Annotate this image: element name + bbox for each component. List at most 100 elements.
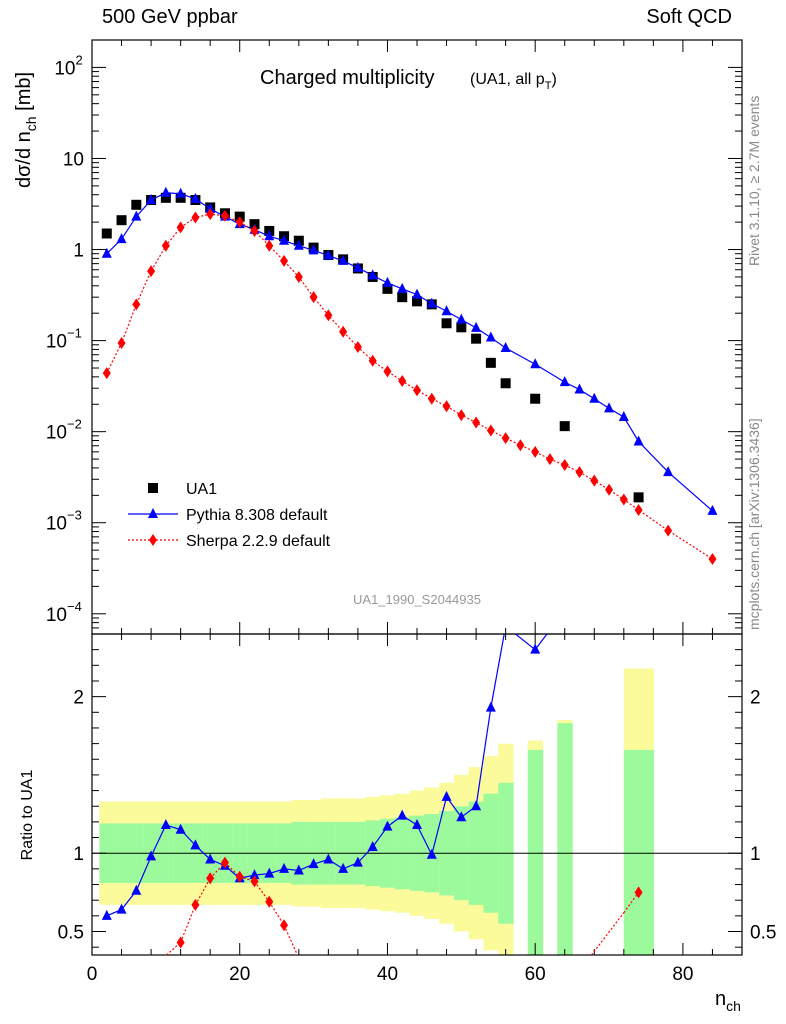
data-point xyxy=(500,378,511,389)
ratio-y-tick-label-right: 0.5 xyxy=(750,923,776,944)
x-tick-label: 40 xyxy=(377,964,398,985)
ratio-point xyxy=(308,858,319,869)
data-point xyxy=(397,282,408,293)
series-sherpa xyxy=(102,208,717,565)
data-point xyxy=(101,247,112,258)
data-point xyxy=(471,321,482,332)
ratio-stat-band xyxy=(557,723,573,955)
ratio-point xyxy=(190,839,201,850)
data-point xyxy=(264,230,275,241)
data-point xyxy=(413,384,421,397)
ratio-point xyxy=(205,853,216,864)
data-point xyxy=(664,524,673,537)
ratio-point xyxy=(456,811,467,822)
y-tick-exponent: 2 xyxy=(76,52,83,67)
data-point xyxy=(338,254,349,265)
y-axis-label: dσ/d nch [mb] xyxy=(13,72,39,188)
ratio-point xyxy=(264,867,275,878)
data-point xyxy=(235,216,244,229)
data-point xyxy=(560,459,569,472)
ratio-point xyxy=(352,856,363,867)
data-point xyxy=(412,288,422,299)
x-tick-label: 60 xyxy=(525,964,546,985)
ratio-point xyxy=(634,886,643,899)
data-point xyxy=(101,228,112,239)
ratio-point xyxy=(176,936,185,949)
legend-marker xyxy=(148,483,158,493)
ratio-series-pythia xyxy=(101,633,548,920)
data-point xyxy=(190,192,201,203)
ratio-point xyxy=(206,872,215,885)
ratio-point xyxy=(146,850,157,861)
y-tick-label: 10 xyxy=(46,605,67,626)
data-point xyxy=(442,400,451,413)
ratio-point xyxy=(397,809,408,820)
ratio-point xyxy=(382,820,393,831)
data-point xyxy=(618,410,629,421)
data-point xyxy=(280,254,289,267)
ratio-point xyxy=(235,870,244,883)
ratio-segment xyxy=(209,862,226,879)
ratio-point xyxy=(530,643,541,654)
data-point xyxy=(441,305,452,316)
data-point xyxy=(590,474,599,487)
ratio-y-axis-label: Ratio to UA1 xyxy=(19,770,36,861)
data-point xyxy=(382,283,393,294)
data-point xyxy=(472,416,481,429)
data-point xyxy=(412,296,422,307)
data-point xyxy=(293,239,304,250)
ratio-segment xyxy=(194,877,211,906)
data-point xyxy=(398,375,407,388)
ratio-point xyxy=(323,853,334,864)
y-tick-label: 10 xyxy=(63,149,84,170)
ratio-point xyxy=(293,864,304,875)
data-point xyxy=(530,393,541,404)
ratio-segment xyxy=(283,925,298,956)
analysis-watermark: UA1_1990_S2044935 xyxy=(353,592,481,607)
data-point xyxy=(457,409,466,422)
data-point xyxy=(575,466,584,479)
data-point xyxy=(559,376,570,387)
data-point xyxy=(545,453,554,466)
ratio-segment xyxy=(416,824,433,856)
ratio-point xyxy=(280,919,289,932)
y-tick-label: 10 xyxy=(46,423,67,444)
data-point xyxy=(279,234,290,245)
ratio-point xyxy=(338,862,349,873)
data-point xyxy=(175,187,186,198)
header-left-label: 500 GeV ppbar xyxy=(102,6,238,28)
data-point xyxy=(663,466,674,477)
series-line xyxy=(106,192,713,512)
data-point xyxy=(117,337,126,350)
legend-marker xyxy=(148,508,158,518)
data-point xyxy=(707,504,718,515)
y-tick-label: 10 xyxy=(46,332,67,353)
data-point xyxy=(308,244,319,255)
x-tick-label: 80 xyxy=(672,964,693,985)
data-point xyxy=(309,291,318,304)
ratio-point xyxy=(471,800,482,811)
ratio-stat-band xyxy=(623,749,654,955)
data-point xyxy=(604,402,615,413)
ratio-segment xyxy=(268,901,285,926)
data-point xyxy=(176,221,185,234)
ratio-point xyxy=(367,840,378,851)
ratio-point xyxy=(441,790,452,801)
ratio-segment xyxy=(623,892,640,914)
data-point xyxy=(352,261,363,272)
data-point xyxy=(501,432,510,445)
ratio-point xyxy=(131,884,142,895)
data-point xyxy=(367,269,378,280)
ratio-segment xyxy=(135,856,152,892)
data-point xyxy=(294,270,303,283)
data-point xyxy=(471,333,482,344)
data-point xyxy=(146,193,157,204)
ratio-segment xyxy=(254,881,270,903)
data-point xyxy=(574,383,585,394)
ratio-point xyxy=(250,875,259,888)
ratio-segment xyxy=(180,904,196,943)
ratio-point xyxy=(160,819,171,830)
ratio-point xyxy=(412,819,422,830)
data-point xyxy=(160,186,171,197)
